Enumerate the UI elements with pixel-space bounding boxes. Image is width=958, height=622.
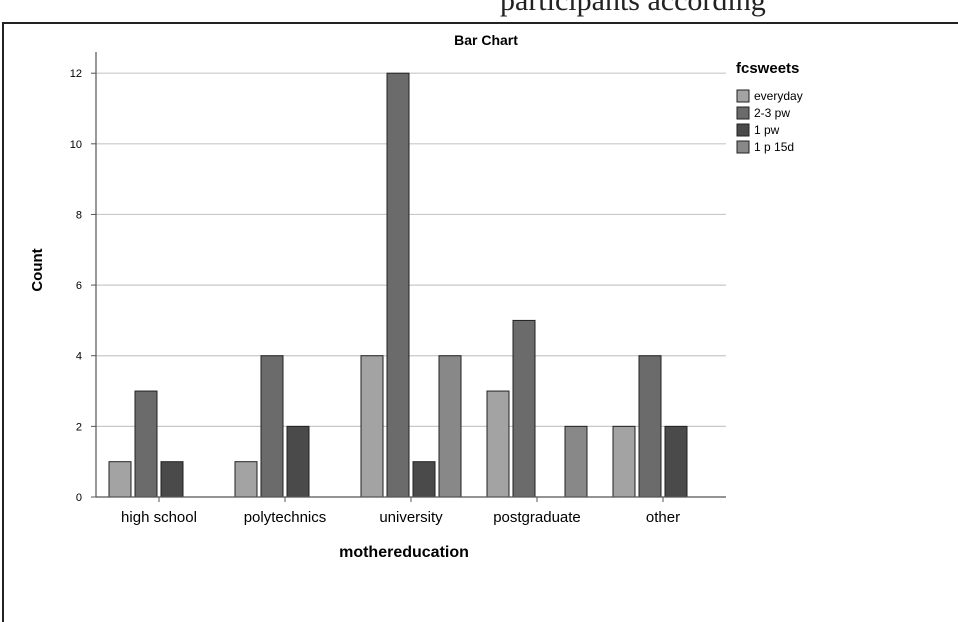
y-tick-label: 12 [70, 68, 82, 80]
bar-chart: Bar Chart mothereducation Count 0 2 4 6 8 10 1… [29, 32, 803, 561]
bar-2-3-pw [512, 319, 536, 498]
y-tick-label: 2 [76, 421, 82, 433]
bar-1-pw [160, 461, 184, 498]
bar-everyday [486, 390, 510, 498]
y-tick-label: 4 [76, 351, 82, 363]
bar-1-pw [286, 425, 310, 498]
bar-everyday [108, 461, 132, 498]
x-axis-ticks: high school polytechnics university postgra… [121, 497, 680, 526]
page-header: participants according [0, 0, 958, 24]
bar-everyday [612, 425, 636, 498]
gridlines [96, 72, 726, 427]
chart-title: Bar Chart [454, 32, 518, 48]
legend-label: everyday [754, 89, 803, 103]
y-axis-title: Count [29, 248, 46, 291]
legend-label: 1 p 15d [754, 140, 794, 154]
x-tick-label: other [646, 509, 680, 526]
bar-2-3-pw [386, 72, 410, 498]
x-tick-label: polytechnics [244, 509, 327, 526]
bar-2-3-pw [134, 390, 158, 498]
y-tick-label: 0 [76, 492, 82, 504]
bar-1-p-15d [564, 425, 588, 498]
y-axis-ticks: 0 2 4 6 8 10 12 [70, 68, 96, 504]
legend-swatch [736, 140, 750, 154]
bar-everyday [360, 355, 384, 498]
legend: fcsweets everyday 2-3 pw 1 pw 1 p 15d [736, 60, 803, 154]
bars [108, 72, 688, 498]
legend-label: 1 pw [754, 123, 780, 137]
bar-1-pw [664, 425, 688, 498]
bar-1-pw [412, 461, 436, 498]
x-tick-label: university [379, 509, 443, 526]
legend-swatch [736, 89, 750, 103]
y-tick-label: 8 [76, 209, 82, 221]
x-tick-label: postgraduate [493, 509, 581, 526]
page-header-text: participants according [500, 0, 766, 17]
legend-label: 2-3 pw [754, 106, 790, 120]
x-tick-label: high school [121, 509, 197, 526]
figure-frame [2, 22, 958, 622]
bar-2-3-pw [260, 355, 284, 498]
bar-2-3-pw [638, 355, 662, 498]
legend-swatch [736, 123, 750, 137]
legend-title: fcsweets [736, 60, 799, 77]
y-tick-label: 6 [76, 280, 82, 292]
y-tick-label: 10 [70, 139, 82, 151]
bar-1-p-15d [438, 355, 462, 498]
bar-everyday [234, 461, 258, 498]
x-axis-title: mothereducation [339, 544, 469, 561]
legend-swatch [736, 106, 750, 120]
